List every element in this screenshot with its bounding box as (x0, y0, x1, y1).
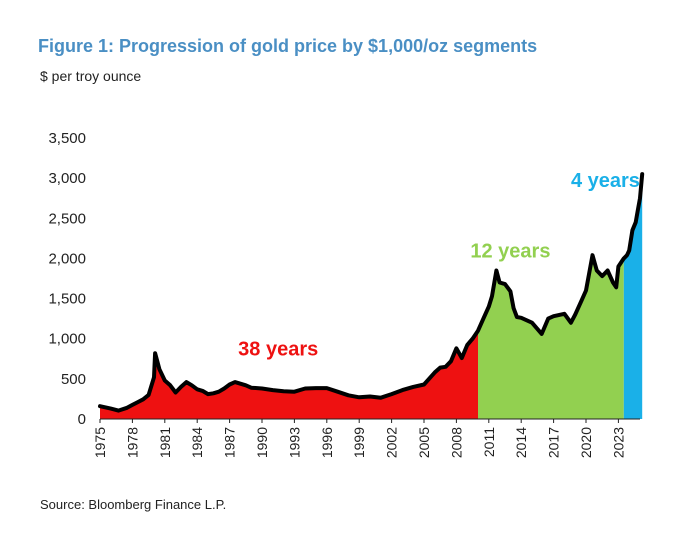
chart-source: Source: Bloomberg Finance L.P. (40, 497, 227, 512)
y-tick-label: 1,500 (48, 291, 86, 308)
x-tick-label: 2008 (448, 427, 464, 458)
y-tick-label: 3,000 (48, 170, 86, 187)
axes-layer: 0 500 1,000 1,500 2,000 2,500 3,000 3,500 1975 19… (48, 130, 640, 458)
x-tick-label: 2005 (416, 427, 432, 458)
x-tick-label: 1990 (254, 427, 270, 458)
x-tick-label: 1978 (124, 427, 140, 458)
y-tick-label: 2,000 (48, 250, 86, 267)
x-tick-label: 2002 (384, 427, 400, 458)
x-tick-label: 1999 (351, 427, 367, 458)
x-tick-label: 2011 (481, 427, 497, 457)
area-segment-3 (623, 174, 643, 419)
x-tick-label: 1987 (222, 427, 238, 458)
y-tick-label: 500 (61, 371, 86, 388)
y-tick-label: 1,000 (48, 331, 86, 348)
y-tick-label: 3,500 (48, 130, 86, 147)
x-tick-label: 1996 (319, 427, 335, 458)
line-layer (98, 172, 645, 413)
x-tick-label: 1984 (189, 427, 205, 458)
segment-label-2: 12 years (470, 241, 550, 263)
segment-label-layer: 38 years 12 years 4 years (238, 170, 640, 361)
chart-title: Figure 1: Progression of gold price by $… (38, 36, 538, 56)
segment-label-3: 4 years (571, 170, 640, 192)
chart-subtitle: $ per troy ounce (40, 68, 142, 84)
area-layer (100, 174, 643, 419)
area-segment-2 (478, 255, 624, 419)
x-tick-label: 2023 (610, 427, 626, 458)
x-tick-label: 1975 (92, 427, 108, 458)
y-tick-label: 2,500 (48, 210, 86, 227)
x-tick-label: 1981 (157, 427, 173, 458)
segment-label-1: 38 years (238, 339, 318, 361)
y-tick-label: 0 (78, 411, 86, 428)
x-tick-label: 2017 (546, 427, 562, 458)
x-tick-label: 1993 (286, 427, 302, 458)
x-tick-label: 2020 (578, 427, 594, 458)
price-line (98, 172, 645, 413)
x-tick-label: 2014 (513, 427, 529, 458)
